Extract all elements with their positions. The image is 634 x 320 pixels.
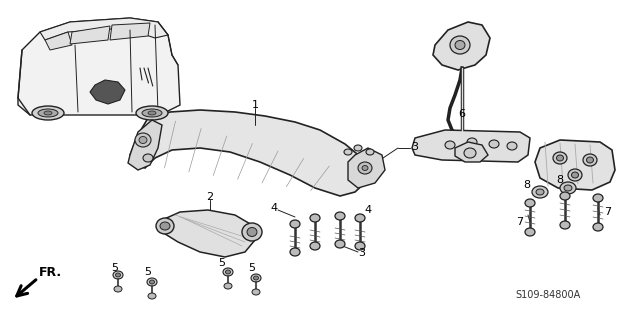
Polygon shape: [348, 148, 385, 188]
Ellipse shape: [355, 214, 365, 222]
Ellipse shape: [560, 182, 576, 194]
Polygon shape: [412, 130, 530, 162]
Ellipse shape: [593, 194, 603, 202]
Ellipse shape: [532, 186, 548, 198]
Polygon shape: [433, 22, 490, 70]
Polygon shape: [455, 142, 488, 162]
Ellipse shape: [560, 192, 570, 200]
Polygon shape: [90, 80, 125, 104]
Text: FR.: FR.: [39, 266, 61, 278]
Ellipse shape: [525, 199, 535, 207]
Ellipse shape: [560, 221, 570, 229]
Text: 4: 4: [365, 205, 372, 215]
Ellipse shape: [571, 172, 578, 178]
Ellipse shape: [586, 157, 593, 163]
Ellipse shape: [355, 242, 365, 250]
Ellipse shape: [290, 220, 300, 228]
Ellipse shape: [455, 41, 465, 50]
Ellipse shape: [568, 169, 582, 181]
Ellipse shape: [362, 165, 368, 171]
Text: 2: 2: [207, 192, 214, 202]
Text: 8: 8: [524, 180, 531, 190]
Ellipse shape: [310, 214, 320, 222]
Polygon shape: [110, 23, 150, 40]
Text: 5: 5: [112, 263, 119, 273]
Polygon shape: [45, 32, 72, 50]
Ellipse shape: [160, 222, 170, 230]
Ellipse shape: [366, 149, 374, 155]
Ellipse shape: [142, 109, 162, 117]
Ellipse shape: [536, 189, 544, 195]
Ellipse shape: [143, 154, 153, 162]
Ellipse shape: [583, 154, 597, 166]
Ellipse shape: [310, 242, 320, 250]
Ellipse shape: [525, 228, 535, 236]
Ellipse shape: [136, 106, 168, 120]
Ellipse shape: [553, 152, 567, 164]
Text: 6: 6: [458, 109, 465, 119]
Polygon shape: [535, 140, 615, 190]
Ellipse shape: [148, 293, 156, 299]
Text: 5: 5: [145, 267, 152, 277]
Polygon shape: [128, 120, 162, 170]
Text: 7: 7: [517, 217, 524, 227]
Ellipse shape: [150, 280, 155, 284]
Ellipse shape: [335, 212, 345, 220]
Ellipse shape: [242, 223, 262, 241]
Text: 5: 5: [219, 258, 226, 268]
Ellipse shape: [467, 138, 477, 146]
Ellipse shape: [251, 274, 261, 282]
Text: 5: 5: [249, 263, 256, 273]
Ellipse shape: [113, 271, 123, 279]
Ellipse shape: [354, 145, 362, 151]
Ellipse shape: [148, 111, 156, 115]
Ellipse shape: [564, 185, 572, 191]
Ellipse shape: [557, 155, 564, 161]
Ellipse shape: [593, 223, 603, 231]
Polygon shape: [18, 18, 180, 115]
Ellipse shape: [224, 283, 232, 289]
Text: 7: 7: [604, 207, 612, 217]
Ellipse shape: [252, 289, 260, 295]
Ellipse shape: [335, 240, 345, 248]
Ellipse shape: [507, 142, 517, 150]
Ellipse shape: [135, 133, 151, 147]
Ellipse shape: [114, 286, 122, 292]
Polygon shape: [40, 18, 168, 40]
Ellipse shape: [445, 141, 455, 149]
Ellipse shape: [32, 106, 64, 120]
Ellipse shape: [464, 148, 476, 158]
Text: S109-84800A: S109-84800A: [515, 290, 581, 300]
Polygon shape: [70, 26, 110, 44]
Ellipse shape: [147, 278, 157, 286]
Text: 1: 1: [252, 100, 259, 110]
Ellipse shape: [290, 248, 300, 256]
Polygon shape: [130, 110, 370, 196]
Text: 8: 8: [557, 175, 564, 185]
Ellipse shape: [450, 36, 470, 54]
Text: 4: 4: [271, 203, 278, 213]
Ellipse shape: [226, 270, 231, 274]
Ellipse shape: [344, 149, 352, 155]
Text: 3: 3: [411, 142, 418, 152]
Ellipse shape: [489, 140, 499, 148]
Ellipse shape: [223, 268, 233, 276]
Ellipse shape: [254, 276, 259, 280]
Polygon shape: [158, 210, 255, 257]
Ellipse shape: [247, 228, 257, 236]
Ellipse shape: [156, 218, 174, 234]
Ellipse shape: [38, 109, 58, 117]
Text: 3: 3: [358, 248, 365, 258]
Ellipse shape: [358, 162, 372, 174]
Ellipse shape: [115, 273, 120, 277]
Ellipse shape: [44, 111, 52, 115]
Ellipse shape: [139, 137, 147, 143]
